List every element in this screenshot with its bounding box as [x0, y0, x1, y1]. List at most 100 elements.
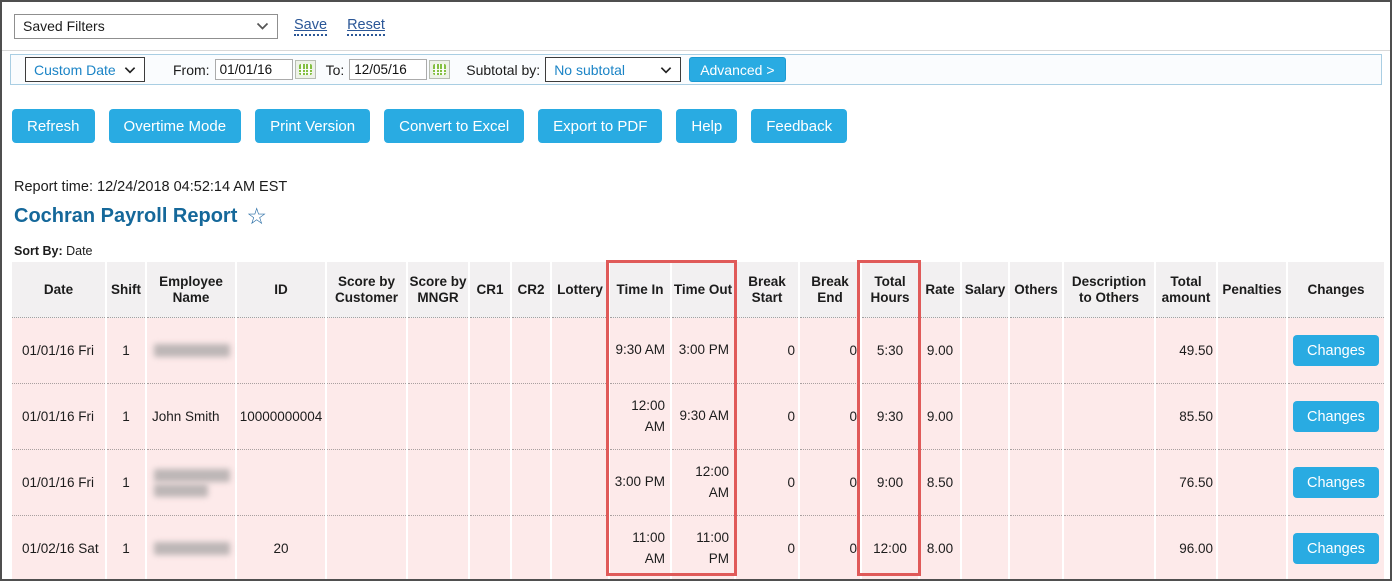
toolbar: Refresh Overtime Mode Print Version Convert… — [12, 109, 847, 143]
cell-total-amount: 96.00 — [1156, 516, 1216, 581]
sort-by-value: Date — [66, 244, 92, 258]
cell-total-hours: 9:30 — [862, 384, 918, 450]
cell-cr1 — [470, 384, 510, 450]
table-header-row: DateShiftEmployee NameIDScore by Custome… — [12, 262, 1384, 318]
cell-total-hours: 5:30 — [862, 318, 918, 384]
sort-by: Sort By: Date — [14, 244, 93, 258]
cell-score-customer — [327, 384, 406, 450]
changes-button[interactable]: Changes — [1293, 401, 1379, 432]
cell-changes: Changes — [1288, 384, 1384, 450]
cell-lottery — [552, 318, 608, 384]
cell-break-start: 0 — [736, 450, 798, 516]
overtime-mode-button[interactable]: Overtime Mode — [109, 109, 242, 143]
table-row: 01/01/16 Fri1John Smith1000000000412:00 … — [12, 384, 1384, 450]
cell-penalties — [1218, 318, 1286, 384]
cell-employee: John Smith — [147, 384, 235, 450]
advanced-button[interactable]: Advanced > — [689, 57, 785, 82]
from-date-input[interactable] — [215, 59, 293, 80]
cell-time-out: 3:00 PM — [672, 318, 734, 384]
column-header: CR2 — [512, 262, 550, 318]
from-calendar-icon[interactable] — [295, 60, 316, 79]
print-version-button[interactable]: Print Version — [255, 109, 370, 143]
changes-button[interactable]: Changes — [1293, 335, 1379, 366]
sort-by-label: Sort By: — [14, 244, 63, 258]
cell-score-mngr — [408, 450, 468, 516]
column-header: Break Start — [736, 262, 798, 318]
cell-break-start: 0 — [736, 384, 798, 450]
star-icon[interactable]: ☆ — [246, 205, 267, 228]
cell-cr1 — [470, 450, 510, 516]
to-calendar-icon[interactable] — [429, 60, 450, 79]
column-header: Rate — [920, 262, 960, 318]
cell-total-hours: 9:00 — [862, 450, 918, 516]
cell-total-amount: 76.50 — [1156, 450, 1216, 516]
cell-score-mngr — [408, 318, 468, 384]
title-row: Cochran Payroll Report ☆ — [14, 205, 267, 228]
cell-changes: Changes — [1288, 516, 1384, 581]
changes-button[interactable]: Changes — [1293, 467, 1379, 498]
cell-break-start: 0 — [736, 516, 798, 581]
redacted-employee-name — [154, 484, 208, 497]
page-title: Cochran Payroll Report — [14, 205, 237, 228]
redacted-employee-name — [154, 542, 230, 555]
column-header: ID — [237, 262, 325, 318]
help-button[interactable]: Help — [676, 109, 737, 143]
to-date-input[interactable] — [349, 59, 427, 80]
cell-salary — [962, 318, 1008, 384]
column-header: CR1 — [470, 262, 510, 318]
cell-shift: 1 — [107, 384, 145, 450]
cell-score-mngr — [408, 384, 468, 450]
filter-links: Save Reset — [294, 17, 385, 36]
subtotal-select[interactable]: No subtotal — [545, 57, 681, 82]
column-header: Description to Others — [1064, 262, 1154, 318]
cell-id — [237, 318, 325, 384]
cell-score-customer — [327, 450, 406, 516]
calendar-icon — [433, 64, 446, 75]
cell-score-customer — [327, 516, 406, 581]
reset-link[interactable]: Reset — [347, 17, 385, 36]
cell-employee — [147, 450, 235, 516]
table-body: 01/01/16 Fri19:30 AM3:00 PM005:309.0049.… — [12, 318, 1384, 581]
feedback-button[interactable]: Feedback — [751, 109, 847, 143]
cell-time-in: 3:00 PM — [610, 450, 670, 516]
cell-employee — [147, 516, 235, 581]
chevron-down-icon — [124, 66, 136, 74]
convert-to-excel-button[interactable]: Convert to Excel — [384, 109, 524, 143]
cell-total-hours: 12:00 — [862, 516, 918, 581]
cell-time-in: 9:30 AM — [610, 318, 670, 384]
export-to-pdf-button[interactable]: Export to PDF — [538, 109, 662, 143]
changes-button[interactable]: Changes — [1293, 533, 1379, 564]
cell-break-end: 0 — [800, 516, 860, 581]
cell-id: 10000000004 — [237, 384, 325, 450]
to-label: To: — [326, 62, 345, 78]
date-mode-value: Custom Date — [34, 62, 116, 78]
cell-rate: 8.50 — [920, 450, 960, 516]
redacted-employee-name — [154, 344, 230, 357]
save-link[interactable]: Save — [294, 17, 327, 36]
cell-rate: 9.00 — [920, 318, 960, 384]
cell-others — [1010, 516, 1062, 581]
table-row: 01/01/16 Fri13:00 PM12:00 AM009:008.5076… — [12, 450, 1384, 516]
cell-lottery — [552, 450, 608, 516]
date-mode-select[interactable]: Custom Date — [25, 57, 145, 82]
column-header: Score by MNGR — [408, 262, 468, 318]
cell-date: 01/01/16 Fri — [12, 318, 105, 384]
saved-filters-select[interactable]: Saved Filters — [14, 14, 278, 39]
column-header: Score by Customer — [327, 262, 406, 318]
refresh-button[interactable]: Refresh — [12, 109, 95, 143]
chevron-down-icon — [256, 22, 269, 30]
cell-penalties — [1218, 384, 1286, 450]
column-header: Lottery — [552, 262, 608, 318]
cell-description — [1064, 318, 1154, 384]
cell-break-end: 0 — [800, 318, 860, 384]
cell-changes: Changes — [1288, 318, 1384, 384]
cell-description — [1064, 384, 1154, 450]
cell-lottery — [552, 384, 608, 450]
cell-score-mngr — [408, 516, 468, 581]
cell-break-end: 0 — [800, 450, 860, 516]
column-header: Time Out — [672, 262, 734, 318]
column-header: Break End — [800, 262, 860, 318]
chevron-down-icon — [660, 66, 672, 74]
column-header: Penalties — [1218, 262, 1286, 318]
table-row: 01/01/16 Fri19:30 AM3:00 PM005:309.0049.… — [12, 318, 1384, 384]
